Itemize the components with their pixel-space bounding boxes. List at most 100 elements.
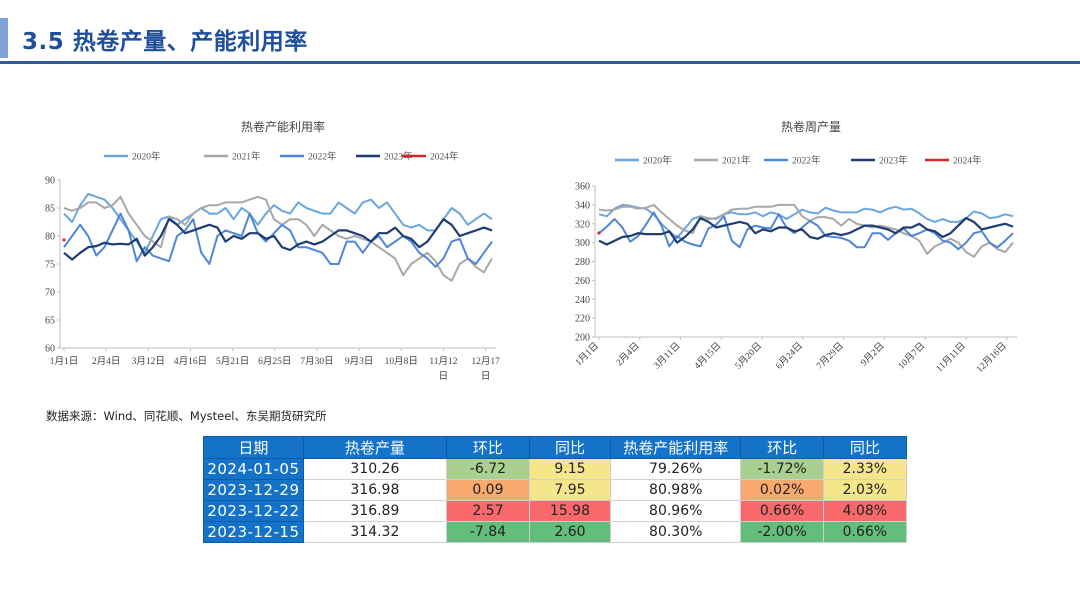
utilization-chart: 热卷产能利用率 2020年 2021年 2022年 2023年 2024年 60 65 70 75… <box>20 110 510 400</box>
utilization-y-tick-label-85: 85 <box>45 204 55 215</box>
cell-utilization: 80.30% <box>610 521 742 543</box>
cell-output: 316.98 <box>302 479 447 501</box>
header-output: 热卷产量 <box>302 436 447 459</box>
cell-date: 2023-12-15 <box>203 521 304 543</box>
cell-util-mom: -1.72% <box>740 458 824 480</box>
utilization-y-tick-label-80: 80 <box>45 232 55 243</box>
title-divider <box>0 61 1080 64</box>
output-legend-label-2020年: 2020年 <box>643 155 672 167</box>
cell-date: 2023-12-29 <box>203 479 304 501</box>
output-x-tick-label-4: 5月20日 <box>733 340 764 371</box>
utilization-chart-svg: 热卷产能利用率 2020年 2021年 2022年 2023年 2024年 60 65 70 75… <box>45 119 500 382</box>
cell-util-yoy: 2.03% <box>822 479 908 501</box>
utilization-x-tick-label-6: 7月30日 <box>300 356 333 367</box>
cell-util-yoy: 0.66% <box>822 521 908 543</box>
output-x-tick-label-9: 11月11日 <box>934 340 968 374</box>
cell-output-yoy: 15.98 <box>528 500 612 522</box>
output-y-tick-label-360: 360 <box>575 182 590 193</box>
header-utilization: 热卷产能利用率 <box>610 436 742 459</box>
cell-output-mom: -7.84 <box>445 521 530 543</box>
output-x-tick-label-0: 1月1日 <box>573 340 601 368</box>
cell-utilization: 80.98% <box>610 479 742 501</box>
utilization-x-tick-label-4: 5月21日 <box>216 356 249 367</box>
title-bar: 3.5 热卷产量、产能利用率 <box>0 0 1080 64</box>
utilization-x-tick-label-9-line2: 日 <box>439 371 449 382</box>
utilization-chart-title: 热卷产能利用率 <box>241 119 325 134</box>
output-chart: 热卷周产量 2020年 2021年 2022年 2023年 2024年 200 220 240 2… <box>555 110 1065 400</box>
header-output-yoy: 同比 <box>528 436 612 459</box>
utilization-x-tick-label-10-line2: 日 <box>481 371 491 382</box>
utilization-series-line-2023年 <box>63 218 493 261</box>
output-series-line-2020年 <box>598 203 1014 239</box>
cell-date: 2023-12-22 <box>203 500 304 522</box>
page-title: 3.5 热卷产量、产能利用率 <box>22 29 308 55</box>
cell-output: 314.32 <box>302 521 447 543</box>
output-x-tick-label-10: 12月16日 <box>974 340 1009 375</box>
utilization-y-tick-label-60: 60 <box>45 344 55 355</box>
header-output-mom: 环比 <box>445 436 530 459</box>
output-x-tick-label-7: 9月2日 <box>859 340 887 368</box>
cell-output-mom: -6.72 <box>445 458 530 480</box>
utilization-y-tick-label-65: 65 <box>45 316 55 327</box>
output-legend-label-2022年: 2022年 <box>792 155 821 167</box>
output-series-line-2022年 <box>598 211 1014 251</box>
utilization-x-tick-label-10: 12月17 <box>471 356 500 367</box>
table-row: 2023-12-15 314.32 -7.84 2.60 80.30% -2.0… <box>203 521 908 543</box>
utilization-legend-label-2020年: 2020年 <box>132 151 161 163</box>
output-x-tick-label-8: 10月7日 <box>896 340 927 371</box>
output-x-tick-label-1: 2月4日 <box>614 340 642 368</box>
header-date: 日期 <box>203 436 304 459</box>
summary-table: 日期 热卷产量 环比 同比 热卷产能利用率 环比 同比 2024-01-05 3… <box>203 436 908 543</box>
utilization-x-tick-label-1: 2月4日 <box>92 356 121 367</box>
utilization-series-point-2024年 <box>62 238 66 242</box>
output-chart-title: 热卷周产量 <box>781 119 841 134</box>
output-x-tick-label-6: 7月29日 <box>814 340 845 371</box>
output-x-tick-label-2: 3月11日 <box>652 340 683 371</box>
utilization-y-tick-label-75: 75 <box>45 260 55 271</box>
data-source: 数据来源：Wind、同花顺、Mysteel、东吴期货研究所 <box>46 409 327 423</box>
utilization-x-tick-label-8: 10月8日 <box>385 356 418 367</box>
utilization-series-line-2022年 <box>63 212 493 268</box>
utilization-legend-label-2023年: 2023年 <box>384 151 413 163</box>
cell-output: 316.89 <box>302 500 447 522</box>
cell-output-yoy: 2.60 <box>528 521 612 543</box>
cell-util-mom: 0.02% <box>740 479 824 501</box>
output-y-tick-label-220: 220 <box>575 314 590 325</box>
cell-util-yoy: 2.33% <box>822 458 908 480</box>
output-y-tick-label-260: 260 <box>575 276 590 287</box>
utilization-legend-label-2021年: 2021年 <box>232 151 261 163</box>
utilization-x-tick-label-5: 6月25日 <box>258 356 291 367</box>
utilization-x-tick-label-9: 11月12 <box>429 356 457 367</box>
utilization-y-tick-label-70: 70 <box>45 288 55 299</box>
cell-output-mom: 2.57 <box>445 500 530 522</box>
cell-output-mom: 0.09 <box>445 479 530 501</box>
output-legend-label-2024年: 2024年 <box>953 155 982 167</box>
utilization-x-tick-label-7: 9月3日 <box>345 356 374 367</box>
cell-output-yoy: 7.95 <box>528 479 612 501</box>
cell-utilization: 80.96% <box>610 500 742 522</box>
header-util-mom: 环比 <box>740 436 824 459</box>
output-y-tick-label-240: 240 <box>575 295 590 306</box>
utilization-legend-label-2024年: 2024年 <box>430 151 459 163</box>
output-series-line-2023年 <box>598 216 1014 246</box>
output-series-point-2024年 <box>597 231 601 235</box>
cell-util-mom: 0.66% <box>740 500 824 522</box>
output-y-tick-label-280: 280 <box>575 257 590 268</box>
table-row: 2023-12-29 316.98 0.09 7.95 80.98% 0.02%… <box>203 479 908 501</box>
output-legend-label-2023年: 2023年 <box>879 155 908 167</box>
output-y-tick-label-320: 320 <box>575 219 590 230</box>
utilization-series-line-2021年 <box>63 195 493 282</box>
output-series-line-2021年 <box>598 203 1014 258</box>
table-row: 2024-01-05 310.26 -6.72 9.15 79.26% -1.7… <box>203 458 908 480</box>
cell-date: 2024-01-05 <box>203 458 304 480</box>
utilization-x-tick-label-3: 4月16日 <box>174 356 207 367</box>
cell-output-yoy: 9.15 <box>528 458 612 480</box>
output-y-tick-label-340: 340 <box>575 200 590 211</box>
output-legend-label-2021年: 2021年 <box>722 155 751 167</box>
cell-utilization: 79.26% <box>610 458 742 480</box>
utilization-x-tick-label-2: 3月12日 <box>132 356 165 367</box>
output-chart-svg: 热卷周产量 2020年 2021年 2022年 2023年 2024年 200 220 240 2… <box>573 119 1017 375</box>
output-y-tick-label-200: 200 <box>575 333 590 344</box>
output-x-tick-label-5: 6月24日 <box>774 340 805 371</box>
title-accent <box>0 18 8 58</box>
